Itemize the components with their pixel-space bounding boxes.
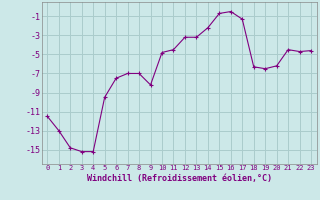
X-axis label: Windchill (Refroidissement éolien,°C): Windchill (Refroidissement éolien,°C) — [87, 174, 272, 183]
